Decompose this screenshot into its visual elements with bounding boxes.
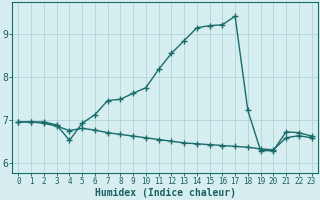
X-axis label: Humidex (Indice chaleur): Humidex (Indice chaleur) — [94, 188, 236, 198]
